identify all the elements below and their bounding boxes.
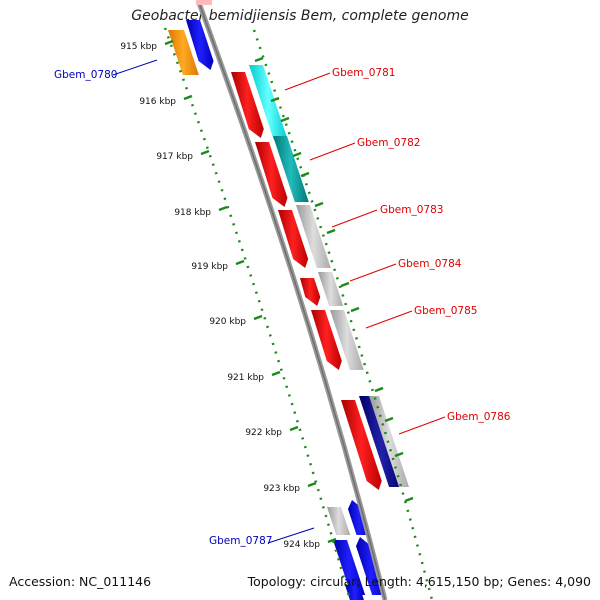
kbp-label: 923 kbp xyxy=(263,484,300,494)
gene-feature[interactable] xyxy=(345,585,364,600)
track-tick xyxy=(254,56,264,63)
gene-label[interactable]: Gbem_0780 xyxy=(54,69,117,81)
kbp-tick xyxy=(218,205,228,212)
kbp-tick xyxy=(307,481,317,488)
topology-label: Topology: circular; Length: 4,615,150 bp… xyxy=(247,574,591,589)
gene-feature[interactable] xyxy=(327,507,351,535)
track-tick xyxy=(404,496,414,503)
kbp-label: 919 kbp xyxy=(191,262,228,272)
gene-label[interactable]: Gbem_0784 xyxy=(398,258,462,270)
gene-label[interactable]: Gbem_0783 xyxy=(380,204,443,216)
gene-callouts: Gbem_0780 Gbem_0781 Gbem_0782 Gbem_0783 … xyxy=(54,59,511,547)
kbp-tick xyxy=(289,425,299,432)
gene-feature[interactable] xyxy=(273,136,309,202)
kbp-tick xyxy=(235,259,245,266)
track-tick xyxy=(394,451,404,458)
gene-label[interactable]: Gbem_0782 xyxy=(357,137,420,149)
gene-feature[interactable] xyxy=(278,210,309,268)
kbp-label: 924 kbp xyxy=(283,540,320,550)
gene-feature[interactable] xyxy=(318,272,344,306)
kbp-tick xyxy=(200,149,210,156)
kbp-label: 915 kbp xyxy=(120,42,157,52)
kbp-label: 921 kbp xyxy=(227,373,264,383)
kbp-label: 922 kbp xyxy=(245,428,282,438)
feature-lanes xyxy=(168,20,410,600)
track-tick xyxy=(340,281,350,288)
accession-label: Accession: NC_011146 xyxy=(9,574,152,589)
kbp-label: 920 kbp xyxy=(209,317,246,327)
gene-feature[interactable] xyxy=(231,72,264,138)
kbp-tick xyxy=(253,314,263,321)
gene-feature[interactable] xyxy=(168,30,199,75)
track-tick xyxy=(270,96,280,103)
outer-dotted-track xyxy=(252,29,434,600)
track-tick xyxy=(350,306,360,313)
track-tick xyxy=(280,116,290,123)
kbp-label: 918 kbp xyxy=(174,208,211,218)
gene-feature[interactable] xyxy=(333,540,366,595)
kbp-tick xyxy=(327,537,337,544)
track-tick xyxy=(300,171,310,178)
gene-feature[interactable] xyxy=(341,400,382,490)
track-tick xyxy=(384,416,394,423)
gene-feature[interactable] xyxy=(296,205,331,268)
track-tick xyxy=(326,228,336,235)
kbp-tick xyxy=(271,370,281,377)
gene-feature[interactable] xyxy=(249,65,288,140)
clipped-feature xyxy=(196,0,212,5)
kbp-scale: 915 kbp 916 kbp 917 kbp 918 kbp 919 kbp 920 k… xyxy=(120,39,414,550)
track-tick xyxy=(314,201,324,208)
gene-feature[interactable] xyxy=(255,142,288,207)
track-tick xyxy=(374,386,384,393)
gene-feature[interactable] xyxy=(300,278,321,306)
gene-label[interactable]: Gbem_0785 xyxy=(414,305,477,317)
gene-feature[interactable] xyxy=(186,20,214,70)
gene-feature[interactable] xyxy=(311,310,342,370)
kbp-label: 916 kbp xyxy=(139,97,176,107)
kbp-tick xyxy=(164,39,174,46)
gene-label[interactable]: Gbem_0786 xyxy=(447,411,511,423)
kbp-label: 917 kbp xyxy=(156,152,193,162)
track-tick xyxy=(292,151,302,158)
gene-feature[interactable] xyxy=(330,310,364,370)
gene-label[interactable]: Gbem_0781 xyxy=(332,67,395,79)
map-title: Geobacter bemidjiensis Bem, complete gen… xyxy=(131,8,469,24)
gene-label[interactable]: Gbem_0787 xyxy=(209,535,272,547)
kbp-tick xyxy=(183,94,193,101)
